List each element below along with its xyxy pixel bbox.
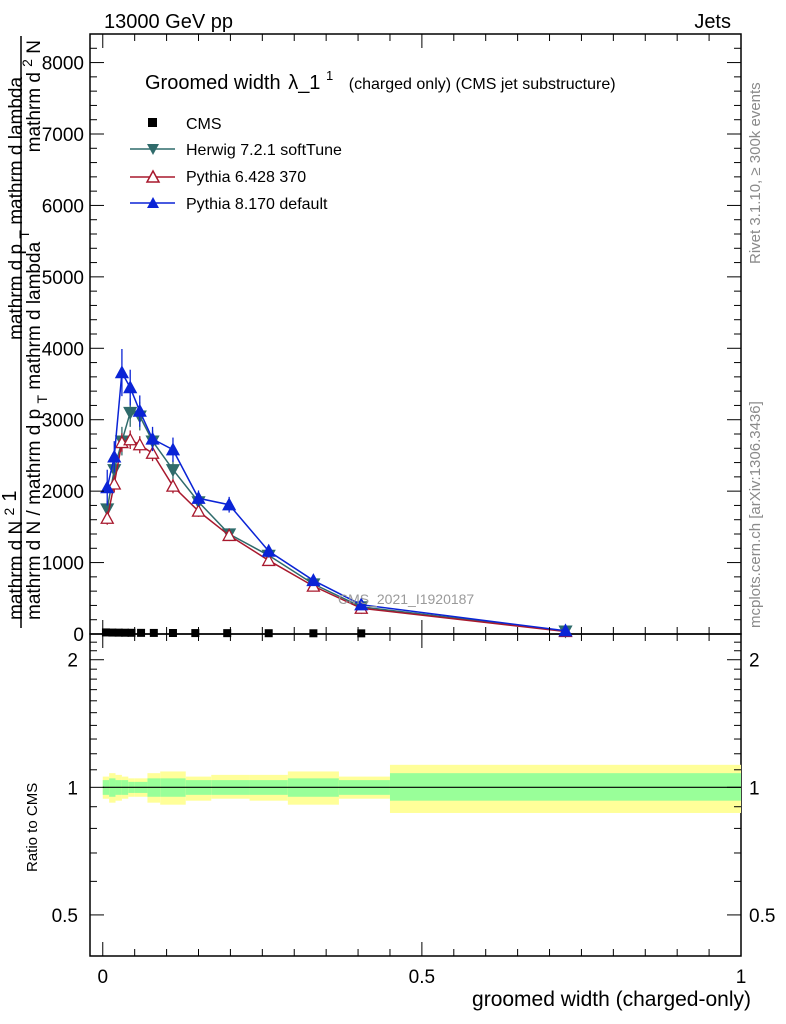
series-point — [132, 403, 147, 417]
series-point — [191, 503, 206, 517]
y-axis-label-upper-den-tail: mathrm d lambda — [6, 77, 27, 225]
cms-data-point — [127, 628, 136, 637]
series-line-2 — [106, 370, 566, 632]
series-point — [132, 437, 147, 451]
cms-data-point — [223, 629, 232, 638]
y-tick-label: 1000 — [42, 554, 84, 575]
series-point — [222, 528, 237, 542]
cms-data-point — [101, 628, 110, 637]
y-axis-label-upper-den: mathrm d p — [6, 244, 27, 340]
y-axis-label-num: mathrm d N — [6, 521, 27, 620]
x-axis-label: groomed width (charged-only) — [472, 988, 751, 1011]
y-axis-label-den: mathrm d N / mathrm d p — [24, 409, 45, 620]
plot-title-sup: 1 — [326, 68, 333, 83]
series-point — [261, 543, 276, 557]
series-point — [145, 431, 160, 445]
cms-data-point — [168, 629, 177, 637]
legend-label-cms: CMS — [186, 116, 222, 133]
series-point — [100, 510, 115, 524]
y-axis-label-den-tail: mathrm d lambda — [24, 241, 45, 389]
cms-data-point — [191, 629, 200, 638]
ratio-layer — [102, 764, 741, 813]
series-point — [107, 449, 122, 463]
header-right: Jets — [694, 11, 731, 33]
legend-label-pythia6: Pythia 6.428 370 — [186, 169, 306, 186]
series-point — [107, 476, 122, 490]
legend-marker-cms — [148, 118, 157, 127]
axes-layer: 0 0.5 1 0 1000 2000 3000 4000 5000 6000 7000 8000 0.… — [42, 33, 775, 988]
series-point — [123, 432, 138, 446]
analysis-watermark: CMS_2021_I1920187 — [338, 591, 474, 607]
y-tick-label: 8000 — [42, 54, 84, 75]
legend-marker-pythia8 — [147, 197, 159, 208]
ratio-tick-label-left: 2 — [67, 651, 78, 672]
cms-data-point — [121, 628, 130, 637]
svg-text:mathrm d N / mathrm d p: mathrm d N / mathrm d p T mathrm d lambd… — [24, 241, 52, 620]
y-axis-label-upper-den-sub: T — [16, 230, 32, 239]
series-point — [261, 553, 276, 567]
cms-data-point — [108, 628, 117, 637]
plot-title-text: Groomed width — [145, 72, 281, 94]
series-point — [123, 380, 138, 394]
y-tick-label: 7000 — [42, 125, 84, 146]
cms-data-point — [137, 628, 146, 637]
svg-text:mathrm d 2 N: mathrm d 2 N — [16, 40, 45, 152]
series-point — [191, 490, 206, 504]
series-point — [165, 464, 181, 478]
x-tick-label: 1 — [736, 967, 747, 988]
ratio-y-axis-label: Ratio to CMS — [24, 783, 41, 872]
ratio-tick-label-right: 1 — [749, 778, 760, 799]
main-layer — [100, 349, 573, 639]
ratio-tick-label-right: 2 — [749, 651, 760, 672]
series-point — [165, 478, 181, 492]
cms-data-point — [114, 628, 123, 637]
rivet-label: Rivet 3.1.10, ≥ 300k events — [747, 82, 764, 264]
mcplots-label: mcplots.cern.ch [arXiv:1306.3436] — [747, 401, 764, 628]
legend-label-pythia8: Pythia 8.170 default — [186, 196, 328, 213]
y-axis-label-prefix: 1 — [0, 490, 21, 501]
series-point — [165, 442, 181, 456]
x-tick-label: 0.5 — [409, 967, 435, 988]
plot-title-symbol: λ_1 — [288, 72, 320, 94]
series-point — [123, 406, 138, 420]
series-point — [114, 365, 130, 379]
legend-marker-pythia6 — [145, 169, 161, 183]
y-tick-label: 4000 — [42, 339, 84, 360]
y-tick-label: 2000 — [42, 482, 84, 503]
y-tick-label: 3000 — [42, 411, 84, 432]
y-tick-label: 6000 — [42, 196, 84, 217]
header-left: 13000 GeV pp — [104, 11, 233, 33]
series-point — [145, 445, 160, 459]
ratio-tick-label-right: 0.5 — [749, 906, 775, 927]
series-point — [558, 623, 573, 637]
legend: CMS Herwig 7.2.1 softTune Pythia 6.428 3… — [130, 116, 342, 213]
cms-data-point — [264, 629, 273, 638]
cms-data-point — [309, 629, 318, 638]
y-axis-label-upper-tail: N — [24, 40, 45, 54]
y-axis-label-num-sub: 2 — [1, 507, 17, 515]
y-axis-label-upper-sup: 2 — [19, 59, 35, 67]
x-tick-label: 0 — [97, 967, 108, 988]
legend-label-herwig: Herwig 7.2.1 softTune — [186, 142, 342, 159]
legend-marker-herwig — [147, 144, 159, 155]
y-axis-label-den-sub: T — [34, 395, 50, 404]
series-point — [354, 597, 369, 611]
y-tick-label: 0 — [73, 625, 84, 646]
cms-data-point — [357, 629, 366, 638]
series-line-0 — [106, 411, 566, 632]
y-axis-label: 1 mathrm d N / mathrm d p T mathrm d lam… — [0, 36, 52, 628]
svg-text:mathrm d N 2: mathrm d N 2 — [1, 507, 27, 620]
ratio-tick-label-left: 1 — [67, 778, 78, 799]
svg-text:mathrm d p T mathr: mathrm d p T mathrm d lambda — [6, 77, 34, 340]
plot-title-suffix: (charged only) (CMS jet substructure) — [349, 76, 616, 93]
series-point — [100, 480, 115, 494]
series-point — [306, 573, 321, 587]
y-tick-label: 5000 — [42, 268, 84, 289]
series-point — [222, 497, 237, 511]
plot-title: Groomed width λ_1 1 (charged only) (CMS … — [145, 63, 616, 94]
cms-data-point — [149, 628, 158, 637]
ratio-tick-label-left: 0.5 — [52, 906, 78, 927]
y-axis-label-upper-num: mathrm d — [24, 72, 45, 152]
